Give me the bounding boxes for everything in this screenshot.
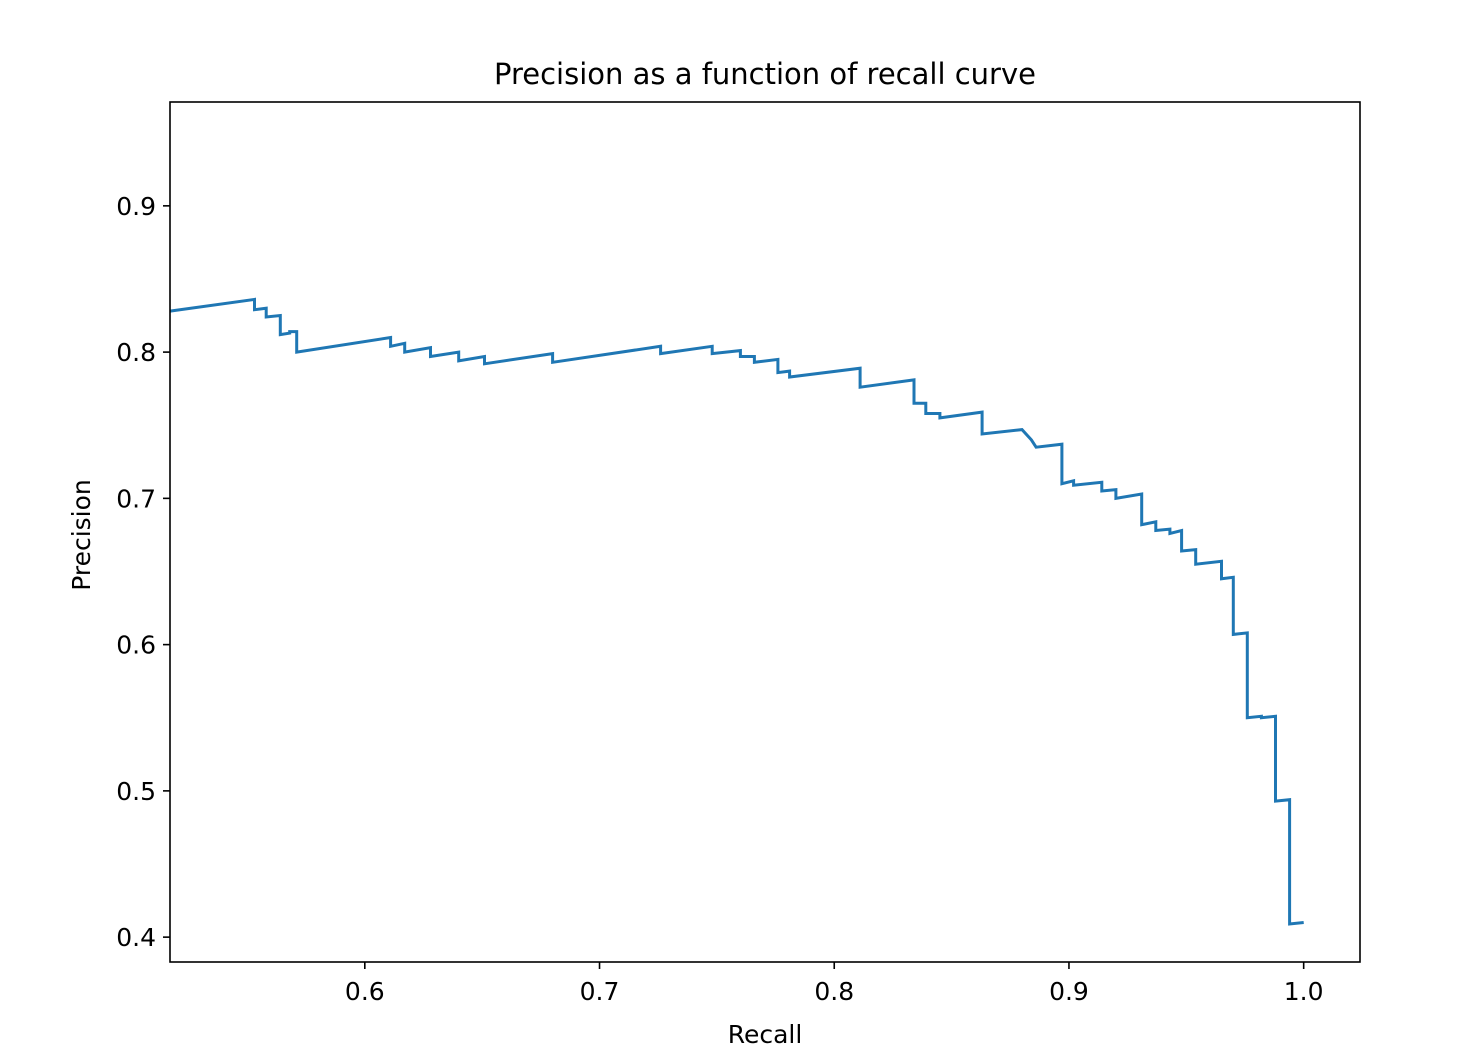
y-axis-label: Precision bbox=[67, 479, 96, 591]
x-tick-label: 0.9 bbox=[1049, 977, 1089, 1006]
y-tick-label: 0.8 bbox=[116, 338, 156, 367]
plot-frame bbox=[169, 101, 1361, 963]
y-tick-label: 0.7 bbox=[116, 484, 156, 513]
y-axis-ticks: 0.4 0.5 0.6 0.7 0.8 0.9 bbox=[116, 192, 170, 952]
series-layer bbox=[169, 297, 1304, 926]
x-axis-label: Recall bbox=[728, 1020, 803, 1049]
precision-recall-line bbox=[169, 297, 1304, 926]
x-tick-label: 0.8 bbox=[814, 977, 854, 1006]
y-tick-label: 0.5 bbox=[116, 777, 156, 806]
x-tick-label: 0.6 bbox=[345, 977, 385, 1006]
x-tick-label: 1.0 bbox=[1284, 977, 1324, 1006]
chart-title: Precision as a function of recall curve bbox=[494, 57, 1036, 91]
x-axis-ticks: 0.6 0.7 0.8 0.9 1.0 bbox=[345, 962, 1324, 1006]
y-tick-label: 0.4 bbox=[116, 923, 156, 952]
y-tick-label: 0.9 bbox=[116, 192, 156, 221]
y-tick-label: 0.6 bbox=[116, 631, 156, 660]
x-tick-label: 0.7 bbox=[580, 977, 620, 1006]
